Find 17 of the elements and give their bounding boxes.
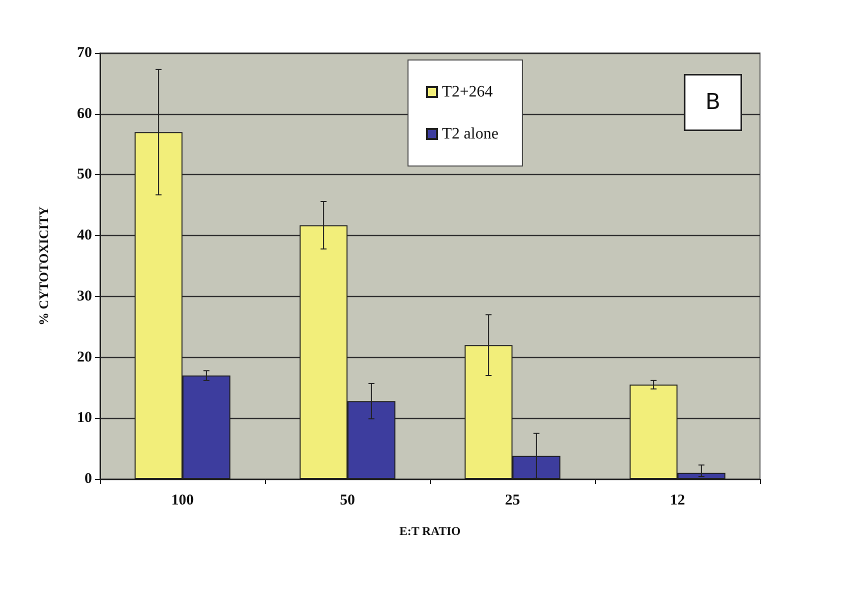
- x-tick-label: 100: [171, 492, 194, 508]
- y-tick-label: 10: [77, 410, 92, 426]
- y-tick-label: 70: [77, 45, 92, 61]
- x-tick-label: 25: [505, 492, 520, 508]
- y-axis-title: % CYTOTOXICITY: [36, 206, 51, 326]
- x-axis-title: E:T RATIO: [399, 524, 461, 538]
- y-tick-label: 30: [77, 288, 92, 304]
- legend-label: T2+264: [442, 84, 493, 100]
- y-tick-label: 60: [77, 106, 92, 122]
- x-tick-label: 12: [670, 492, 685, 508]
- x-tick-label: 50: [340, 492, 355, 508]
- y-tick-label: 50: [77, 166, 92, 183]
- annotation: B: [705, 90, 720, 115]
- legend-label: T2 alone: [442, 126, 498, 142]
- y-tick-label: 0: [84, 471, 92, 487]
- y-tick-label: 20: [77, 349, 92, 366]
- y-tick-label: 40: [77, 228, 92, 244]
